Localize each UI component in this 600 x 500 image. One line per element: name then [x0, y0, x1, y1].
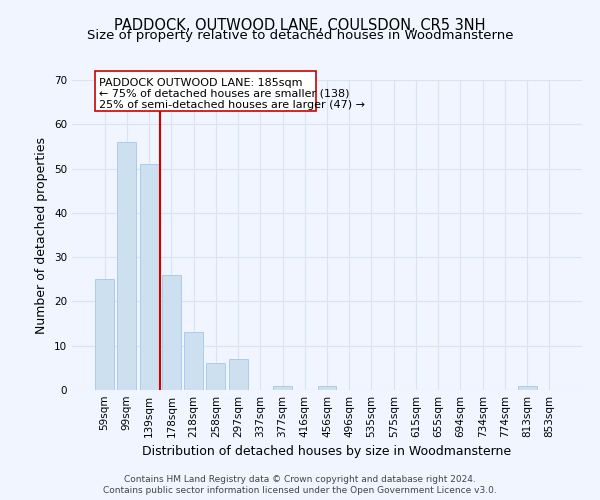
Y-axis label: Number of detached properties: Number of detached properties [35, 136, 49, 334]
Bar [518, 386, 536, 390]
Text: Contains HM Land Registry data © Crown copyright and database right 2024.: Contains HM Land Registry data © Crown c… [124, 475, 476, 484]
Bar [95, 280, 114, 390]
Bar [118, 142, 136, 390]
Bar [317, 386, 337, 390]
Bar [206, 364, 225, 390]
Bar [140, 164, 158, 390]
Bar [229, 359, 248, 390]
Text: Size of property relative to detached houses in Woodmansterne: Size of property relative to detached ho… [87, 29, 513, 42]
Bar [162, 275, 181, 390]
Text: Contains public sector information licensed under the Open Government Licence v3: Contains public sector information licen… [103, 486, 497, 495]
Bar [95, 71, 316, 111]
Text: ← 75% of detached houses are smaller (138): ← 75% of detached houses are smaller (13… [99, 89, 350, 99]
Text: 25% of semi-detached houses are larger (47) →: 25% of semi-detached houses are larger (… [99, 100, 365, 110]
Bar [273, 386, 292, 390]
X-axis label: Distribution of detached houses by size in Woodmansterne: Distribution of detached houses by size … [142, 446, 512, 458]
Text: PADDOCK OUTWOOD LANE: 185sqm: PADDOCK OUTWOOD LANE: 185sqm [99, 78, 302, 88]
Bar [184, 332, 203, 390]
Text: PADDOCK, OUTWOOD LANE, COULSDON, CR5 3NH: PADDOCK, OUTWOOD LANE, COULSDON, CR5 3NH [114, 18, 486, 32]
